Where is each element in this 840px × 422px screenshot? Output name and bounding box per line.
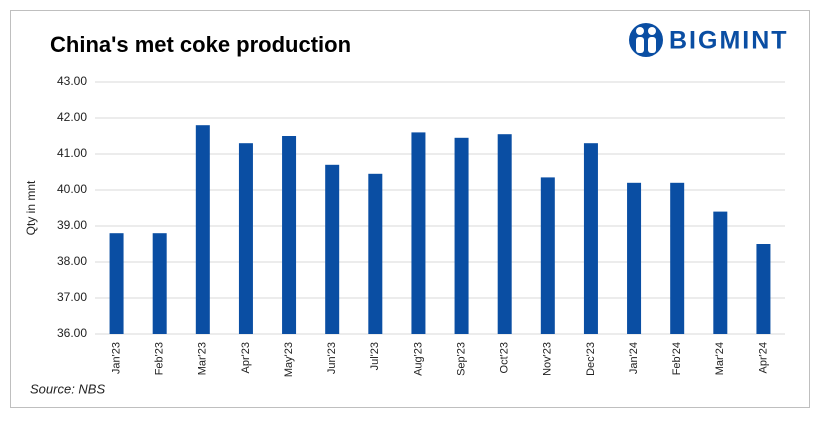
y-tick-label: 39.00 (57, 218, 87, 232)
x-tick-label: Nov'23 (542, 342, 554, 376)
x-tick-label: Mar'24 (714, 342, 726, 375)
x-tick-label: Jan'24 (628, 342, 640, 374)
y-tick-label: 38.00 (57, 254, 87, 268)
x-tick-label: Dec'23 (585, 342, 597, 376)
chart-frame (10, 10, 810, 408)
y-tick-label: 36.00 (57, 326, 87, 340)
y-tick-label: 43.00 (57, 74, 87, 88)
bar (152, 233, 167, 334)
bar (454, 137, 469, 334)
bar (756, 244, 771, 334)
x-tick-label: Jun'23 (326, 342, 338, 374)
x-tick-label: Mar'23 (197, 342, 209, 375)
source-note: Source: NBS (30, 381, 105, 396)
bar (583, 143, 598, 334)
bar (411, 132, 426, 334)
x-tick-label: Feb'24 (671, 342, 683, 375)
y-axis-label: Qty in mnt (24, 180, 38, 235)
x-tick-label: Oct'23 (499, 342, 511, 373)
y-tick-label: 42.00 (57, 110, 87, 124)
bar (540, 177, 555, 334)
logo-icon (629, 23, 663, 57)
x-tick-label: Apr'23 (240, 342, 252, 373)
bar (627, 182, 642, 334)
bar (368, 173, 383, 334)
y-tick-label: 40.00 (57, 182, 87, 196)
bar (109, 233, 124, 334)
chart-title: China's met coke production (50, 32, 351, 57)
x-tick-label: Jul'23 (369, 342, 381, 370)
x-tick-label: May'23 (283, 342, 295, 377)
bar (238, 143, 253, 334)
bar (195, 125, 210, 334)
y-tick-label: 41.00 (57, 146, 87, 160)
x-tick-label: Sep'23 (455, 342, 467, 376)
x-tick-label: Apr'24 (757, 342, 769, 373)
bar (713, 211, 728, 334)
logo-text: BIGMINT (669, 27, 789, 55)
x-tick-label: Jan'23 (110, 342, 122, 374)
bar (497, 134, 512, 334)
bar (325, 164, 340, 334)
x-tick-label: Feb'23 (154, 342, 166, 375)
y-tick-label: 37.00 (57, 290, 87, 304)
x-tick-label: Aug'23 (412, 342, 424, 376)
bar (670, 182, 685, 334)
bar (282, 136, 297, 334)
